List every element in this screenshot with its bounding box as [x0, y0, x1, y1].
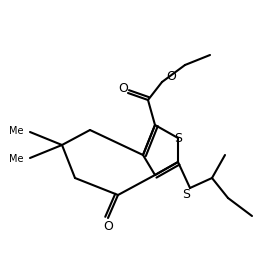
Text: O: O — [166, 70, 176, 84]
Text: O: O — [118, 83, 128, 95]
Text: Me: Me — [9, 126, 24, 136]
Text: S: S — [174, 132, 182, 144]
Text: O: O — [103, 220, 113, 232]
Text: Me: Me — [9, 154, 24, 164]
Text: S: S — [182, 188, 190, 200]
